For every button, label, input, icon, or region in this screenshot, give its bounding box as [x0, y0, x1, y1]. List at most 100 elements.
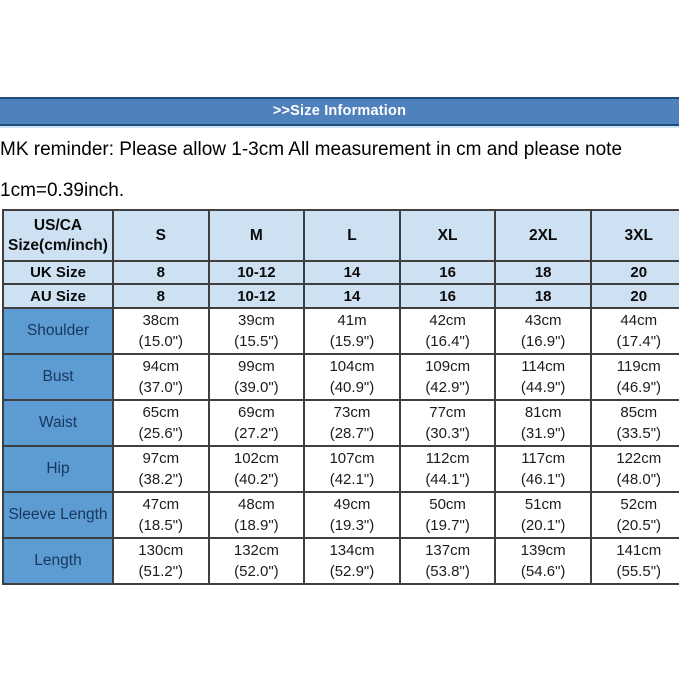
measurement-cell: 52cm (20.5")	[589, 491, 679, 539]
inch-value: (18.5")	[138, 517, 184, 534]
au-size-value: 8	[112, 283, 210, 309]
size-header-2xl: 2XL	[494, 209, 592, 262]
inch-value: (52.0")	[234, 563, 279, 580]
measurement-cell: 99cm (39.0")	[207, 353, 306, 401]
measurement-cell: 43cm (16.9")	[494, 307, 592, 355]
inch-value: (33.5")	[616, 425, 662, 442]
cm-value: 50cm	[429, 496, 466, 513]
measurement-cell: 50cm (19.7")	[398, 491, 497, 539]
measurement-cell: 97cm (38.2")	[112, 445, 210, 493]
inch-value: (52.9")	[329, 563, 375, 580]
corner-header-cell: US/CA Size(cm/inch)	[2, 209, 114, 262]
uk-size-label: UK Size	[2, 260, 114, 285]
measurement-row-hip: Hip 97cm (38.2") 102cm (40.2") 107cm (42.1"…	[2, 445, 679, 493]
uk-size-value: 16	[398, 260, 497, 285]
measurement-cell: 137cm (53.8")	[398, 537, 497, 585]
measurement-row-shoulder: Shoulder 38cm (15.0") 39cm (15.5") 41m (15.…	[2, 307, 679, 355]
cm-value: 132cm	[233, 542, 279, 559]
au-size-value: 10-12	[207, 283, 306, 309]
uk-size-value: 18	[494, 260, 592, 285]
cm-value: 117cm	[521, 450, 566, 467]
uk-size-row: UK Size 8 10-12 14 16 18 20	[2, 260, 679, 285]
inch-value: (15.5")	[234, 333, 279, 350]
cm-value: 52cm	[620, 496, 658, 513]
measurement-cell: 41m (15.9")	[303, 307, 401, 355]
inch-value: (42.1")	[329, 471, 375, 488]
cm-value: 130cm	[138, 542, 184, 559]
measurement-cell: 141cm (55.5")	[589, 537, 679, 585]
au-size-value: 20	[589, 283, 679, 309]
cm-value: 38cm	[142, 312, 180, 329]
au-size-label: AU Size	[2, 283, 114, 309]
cm-value: 114cm	[521, 358, 566, 375]
uk-size-value: 14	[303, 260, 401, 285]
measurement-cell: 139cm (54.6")	[494, 537, 592, 585]
cm-value: 102cm	[233, 450, 279, 467]
au-size-row: AU Size 8 10-12 14 16 18 20	[2, 283, 679, 309]
corner-header-line2: Size(cm/inch)	[8, 236, 108, 254]
corner-header-line1: US/CA	[33, 216, 83, 234]
measurement-cell: 122cm (48.0")	[589, 445, 679, 493]
size-information-title: >>Size Information	[272, 103, 407, 119]
cm-value: 104cm	[329, 358, 375, 375]
measurement-cell: 51cm (20.1")	[494, 491, 592, 539]
au-size-value: 14	[303, 283, 401, 309]
cm-value: 81cm	[524, 404, 562, 421]
inch-value: (16.9")	[520, 333, 566, 350]
size-table: US/CA Size(cm/inch) S M L XL 2XL 3XL UK …	[2, 209, 679, 585]
cm-value: 39cm	[238, 312, 275, 329]
inch-value: (44.1")	[425, 471, 470, 488]
inch-value: (25.6")	[138, 425, 184, 442]
cm-value: 69cm	[238, 404, 275, 421]
cm-value: 47cm	[142, 496, 180, 513]
inch-value: (39.0")	[234, 379, 279, 396]
cm-value: 107cm	[329, 450, 375, 467]
measurement-row-length: Length 130cm (51.2") 132cm (52.0") 134cm (5…	[2, 537, 679, 585]
inch-value: (19.7")	[425, 517, 470, 534]
inch-value: (46.1")	[520, 471, 566, 488]
measurement-label: Sleeve Length	[2, 491, 114, 539]
inch-value: (30.3")	[425, 425, 470, 442]
measurement-cell: 102cm (40.2")	[207, 445, 306, 493]
measurement-cell: 65cm (25.6")	[112, 399, 210, 447]
size-header-l: L	[303, 209, 401, 262]
size-header-s: S	[112, 209, 210, 262]
measurement-cell: 73cm (28.7")	[303, 399, 401, 447]
measurement-cell: 39cm (15.5")	[207, 307, 306, 355]
cm-value: 77cm	[429, 404, 466, 421]
size-header-xl: XL	[398, 209, 497, 262]
measurement-cell: 69cm (27.2")	[207, 399, 306, 447]
measurement-cell: 117cm (46.1")	[494, 445, 592, 493]
cm-value: 99cm	[238, 358, 275, 375]
cm-value: 141cm	[616, 542, 662, 559]
inch-value: (44.9")	[520, 379, 566, 396]
inch-value: (16.4")	[425, 333, 470, 350]
cm-value: 65cm	[142, 404, 180, 421]
cm-value: 94cm	[142, 358, 180, 375]
inch-value: (20.5")	[616, 517, 662, 534]
inch-value: (27.2")	[234, 425, 279, 442]
cm-value: 73cm	[333, 404, 371, 421]
cm-value: 43cm	[524, 312, 562, 329]
measurement-label: Bust	[2, 353, 114, 401]
au-size-value: 16	[398, 283, 497, 309]
size-header-3xl: 3XL	[589, 209, 679, 262]
cm-value: 119cm	[616, 358, 661, 375]
inch-value: (38.2")	[138, 471, 184, 488]
measurement-cell: 107cm (42.1")	[303, 445, 401, 493]
measurement-cell: 114cm (44.9")	[494, 353, 592, 401]
cm-value: 51cm	[524, 496, 562, 513]
measurement-cell: 49cm (19.3")	[303, 491, 401, 539]
cm-value: 139cm	[520, 542, 566, 559]
cm-value: 97cm	[142, 450, 180, 467]
table-header-row: US/CA Size(cm/inch) S M L XL 2XL 3XL	[2, 209, 679, 262]
au-size-value: 18	[494, 283, 592, 309]
measurement-row-bust: Bust 94cm (37.0") 99cm (39.0") 104cm (40.9"…	[2, 353, 679, 401]
measurement-row-waist: Waist 65cm (25.6") 69cm (27.2") 73cm (28.7"…	[2, 399, 679, 447]
measurement-cell: 112cm (44.1")	[398, 445, 497, 493]
inch-value: (28.7")	[329, 425, 375, 442]
uk-size-value: 8	[112, 260, 210, 285]
cm-value: 44cm	[620, 312, 658, 329]
uk-size-value: 20	[589, 260, 679, 285]
cm-value: 42cm	[429, 312, 466, 329]
